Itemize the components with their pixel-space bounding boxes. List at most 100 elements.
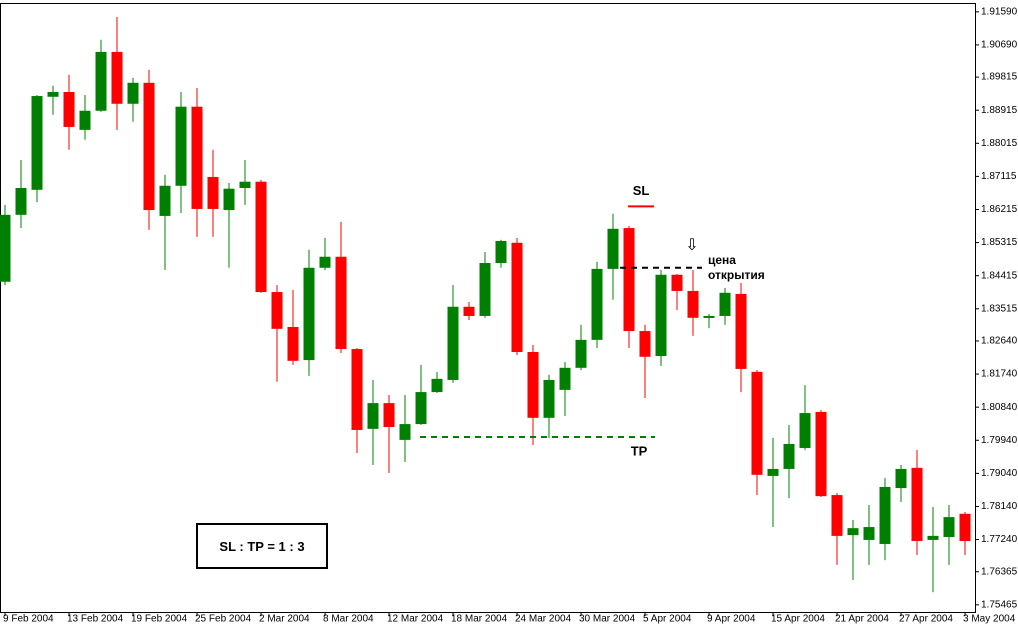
y-tick-label: 1.85315 — [981, 237, 1018, 248]
candle-body — [447, 306, 459, 380]
arrow-icon: ⇩ — [685, 237, 698, 254]
candle-body — [239, 181, 251, 188]
x-tick-label: 25 Feb 2004 — [195, 614, 252, 625]
candle-body — [63, 91, 75, 127]
x-tick-label: 27 Apr 2004 — [899, 614, 953, 625]
candle-body — [191, 106, 203, 209]
x-tick-label: 15 Apr 2004 — [771, 614, 825, 625]
x-tick-label: 18 Mar 2004 — [451, 614, 508, 625]
candle-body — [431, 378, 443, 393]
y-tick-label: 1.76365 — [981, 566, 1018, 577]
y-tick-label: 1.91590 — [981, 6, 1018, 17]
candle-body — [111, 51, 123, 104]
open-price-note: цена открытия — [708, 253, 765, 282]
candle-body — [143, 82, 155, 211]
candle-body — [927, 535, 939, 540]
candle-body — [399, 424, 411, 440]
candle-body — [15, 187, 27, 215]
candle-body — [207, 176, 219, 209]
candle-body — [367, 403, 379, 429]
x-tick-label: 13 Feb 2004 — [67, 614, 124, 625]
candle-body — [479, 263, 491, 316]
x-tick-label: 2 Mar 2004 — [259, 614, 310, 625]
candle-body — [159, 185, 171, 216]
candle-body — [863, 527, 875, 540]
candle-body — [415, 392, 427, 425]
x-tick-label: 9 Feb 2004 — [3, 614, 54, 625]
y-tick-label: 1.87115 — [981, 171, 1017, 182]
x-tick-label: 30 Mar 2004 — [579, 614, 636, 625]
y-tick-label: 1.81740 — [981, 369, 1018, 380]
candle-body — [319, 256, 331, 268]
ratio-box: SL : TP = 1 : 3 — [196, 523, 328, 569]
candle-body — [687, 290, 699, 318]
candle-body — [911, 467, 923, 542]
y-tick-label: 1.88015 — [981, 138, 1018, 149]
y-tick-label: 1.75465 — [981, 599, 1018, 610]
candle-body — [287, 326, 299, 361]
x-tick-label: 19 Feb 2004 — [131, 614, 188, 625]
y-tick-label: 1.79940 — [981, 435, 1018, 446]
candle-body — [815, 411, 827, 497]
y-tick-label: 1.80840 — [981, 402, 1018, 413]
candle-body — [575, 339, 587, 368]
candle-body — [943, 517, 955, 537]
candle-body — [79, 110, 91, 130]
candle-body — [703, 315, 715, 318]
y-tick-label: 1.88915 — [981, 105, 1018, 116]
candle-body — [959, 513, 971, 542]
candle-body — [127, 82, 139, 104]
candle-body — [591, 268, 603, 340]
x-tick-label: 3 May 2004 — [963, 614, 1016, 625]
candle-body — [271, 292, 283, 329]
candle-body — [351, 349, 363, 430]
candle-body — [623, 228, 635, 332]
candle-body — [799, 413, 811, 448]
candle-body — [47, 91, 59, 97]
y-tick-label: 1.82640 — [981, 336, 1018, 347]
y-tick-label: 1.84415 — [981, 270, 1018, 281]
candle-body — [655, 274, 667, 357]
candle-body — [495, 240, 507, 264]
candle-body — [879, 486, 891, 544]
candle-body — [719, 292, 731, 316]
y-tick-label: 1.89815 — [981, 72, 1018, 83]
x-tick-label: 12 Mar 2004 — [387, 614, 444, 625]
y-tick-label: 1.78140 — [981, 501, 1018, 512]
x-tick-label: 5 Apr 2004 — [643, 614, 692, 625]
y-tick-label: 1.79040 — [981, 468, 1018, 479]
candle-body — [0, 214, 11, 282]
candle-body — [559, 367, 571, 390]
candle-body — [671, 274, 683, 291]
candle-body — [895, 468, 907, 489]
candle-body — [783, 443, 795, 469]
y-tick-label: 1.83515 — [981, 303, 1018, 314]
candle-body — [31, 96, 43, 190]
candle-body — [767, 468, 779, 476]
candle-body — [383, 403, 395, 428]
candle-body — [527, 351, 539, 418]
candle-body — [463, 306, 475, 316]
candle-body — [751, 371, 763, 475]
candle-body — [303, 267, 315, 361]
candle-body — [607, 228, 619, 269]
candle-body — [639, 331, 651, 357]
plot-frame — [0, 3, 976, 613]
y-tick-label: 1.86215 — [981, 204, 1018, 215]
y-tick-label: 1.90690 — [981, 40, 1018, 51]
x-tick-label: 21 Apr 2004 — [835, 614, 889, 625]
candle-body — [847, 528, 859, 536]
candle-body — [543, 379, 555, 418]
level-label: SL — [633, 183, 650, 198]
x-tick-label: 24 Mar 2004 — [515, 614, 572, 625]
candle-body — [335, 256, 347, 350]
candle-body — [95, 51, 107, 111]
candle-body — [831, 495, 843, 536]
candle-body — [255, 181, 267, 293]
y-tick-label: 1.77240 — [981, 534, 1018, 545]
candle-body — [223, 188, 235, 211]
x-tick-label: 9 Apr 2004 — [707, 614, 756, 625]
x-tick-label: 8 Mar 2004 — [323, 614, 374, 625]
